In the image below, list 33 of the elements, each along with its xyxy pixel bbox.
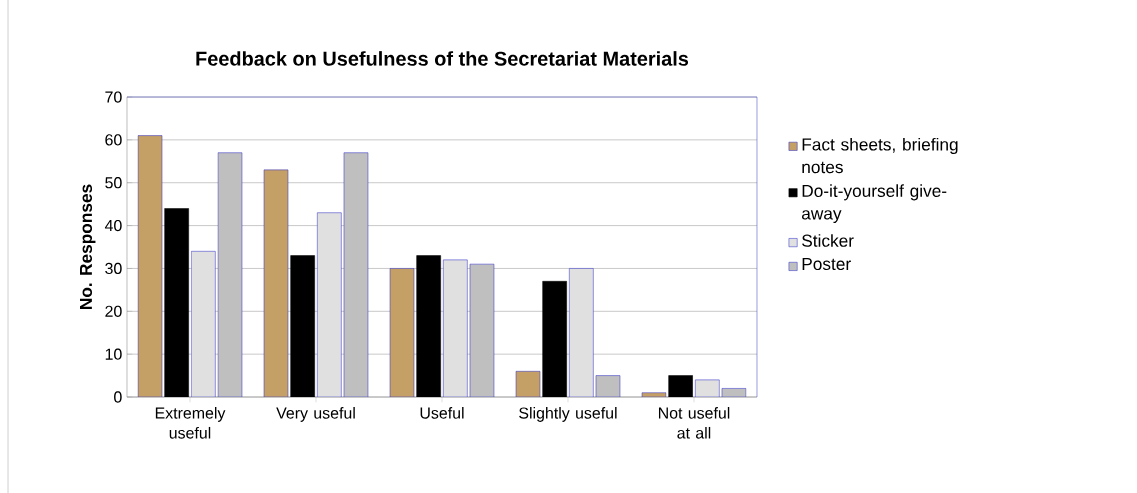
legend-label: Poster xyxy=(802,258,851,271)
bar xyxy=(641,392,667,398)
y-tick-label: 40 xyxy=(104,219,122,232)
y-tick-label: 30 xyxy=(105,262,122,275)
bar xyxy=(164,208,189,398)
y-tick-label: 70 xyxy=(105,91,122,103)
y-tick-label: 60 xyxy=(105,134,122,146)
y-tick-label: 0 xyxy=(114,391,122,403)
x-tick-label: Useful xyxy=(420,407,464,419)
legend-label: Do-it-yourself give-away xyxy=(801,184,947,224)
chart-title: Feedback on Usefulness of the Secretariat Materials xyxy=(196,51,689,66)
x-tick-label: Very useful xyxy=(276,407,355,422)
bar xyxy=(137,135,163,398)
bar xyxy=(389,268,415,398)
x-tick-label: Slightly useful xyxy=(519,407,617,422)
bar xyxy=(191,251,216,398)
y-tick-label: 20 xyxy=(105,305,122,317)
bar xyxy=(668,375,693,398)
legend-label: Fact sheets, briefing notes xyxy=(802,137,958,174)
bar xyxy=(263,169,289,398)
x-tick-label: Not useful at all xyxy=(658,407,730,439)
bar xyxy=(721,388,747,398)
legend-label: Sticker xyxy=(802,234,854,247)
bar xyxy=(416,255,441,398)
bar xyxy=(542,281,567,398)
y-axis-title: No. Responses xyxy=(80,184,96,310)
bar xyxy=(515,371,541,398)
y-tick-label: 50 xyxy=(105,177,122,189)
x-tick-label: Extremely useful xyxy=(155,407,226,439)
y-tick-label: 10 xyxy=(105,348,122,360)
bar xyxy=(217,152,243,398)
bar xyxy=(290,255,315,398)
bar xyxy=(695,379,720,398)
